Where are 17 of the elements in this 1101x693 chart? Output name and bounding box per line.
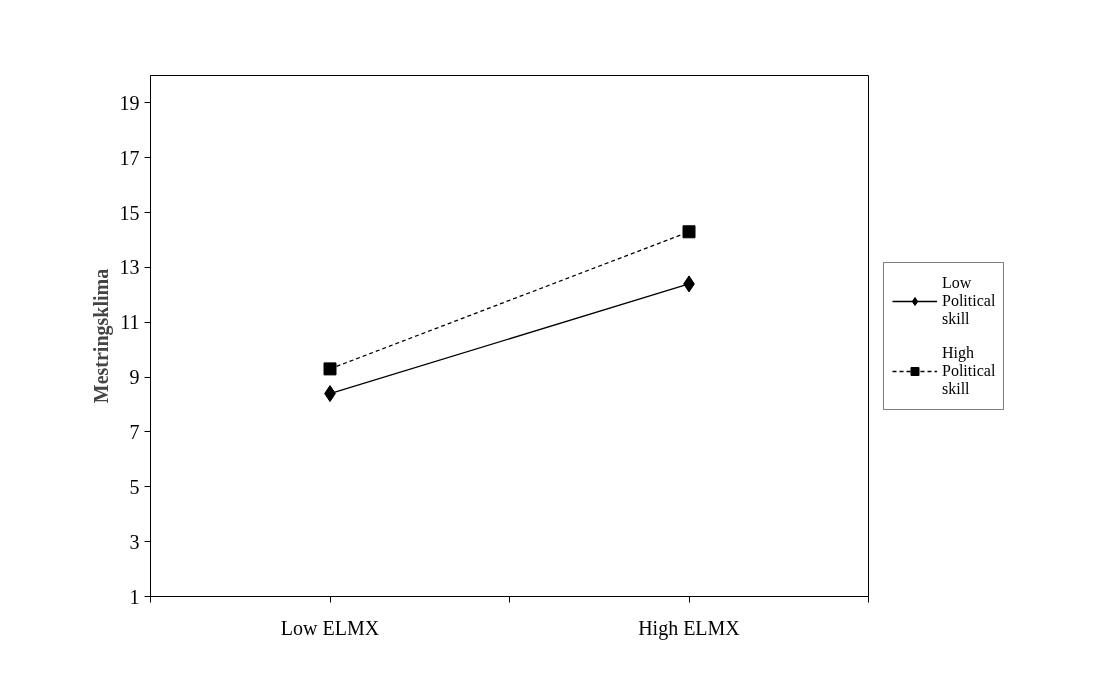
y-axis-title: Mestringsklima (89, 268, 113, 404)
point (323, 362, 337, 376)
point (682, 225, 696, 239)
x-tick-label: High ELMX (638, 616, 741, 640)
y-tick-label: 1 (129, 585, 140, 608)
legend-label: Low Political skill (942, 272, 996, 329)
y-tick-label: 19 (119, 91, 140, 114)
y-tick-label: 5 (129, 475, 140, 498)
y-tick-label: 11 (120, 311, 140, 334)
y-tick-label: 13 (119, 256, 140, 279)
y-tick-label: 7 (129, 420, 140, 443)
y-tick-label: 17 (119, 146, 140, 169)
y-tick-label: 9 (129, 366, 140, 389)
legend-label: High Political skill (942, 342, 996, 399)
y-tick-label: 15 (119, 201, 140, 224)
y-tick-label: 3 (129, 530, 140, 553)
x-tick-label: Low ELMX (280, 616, 380, 639)
